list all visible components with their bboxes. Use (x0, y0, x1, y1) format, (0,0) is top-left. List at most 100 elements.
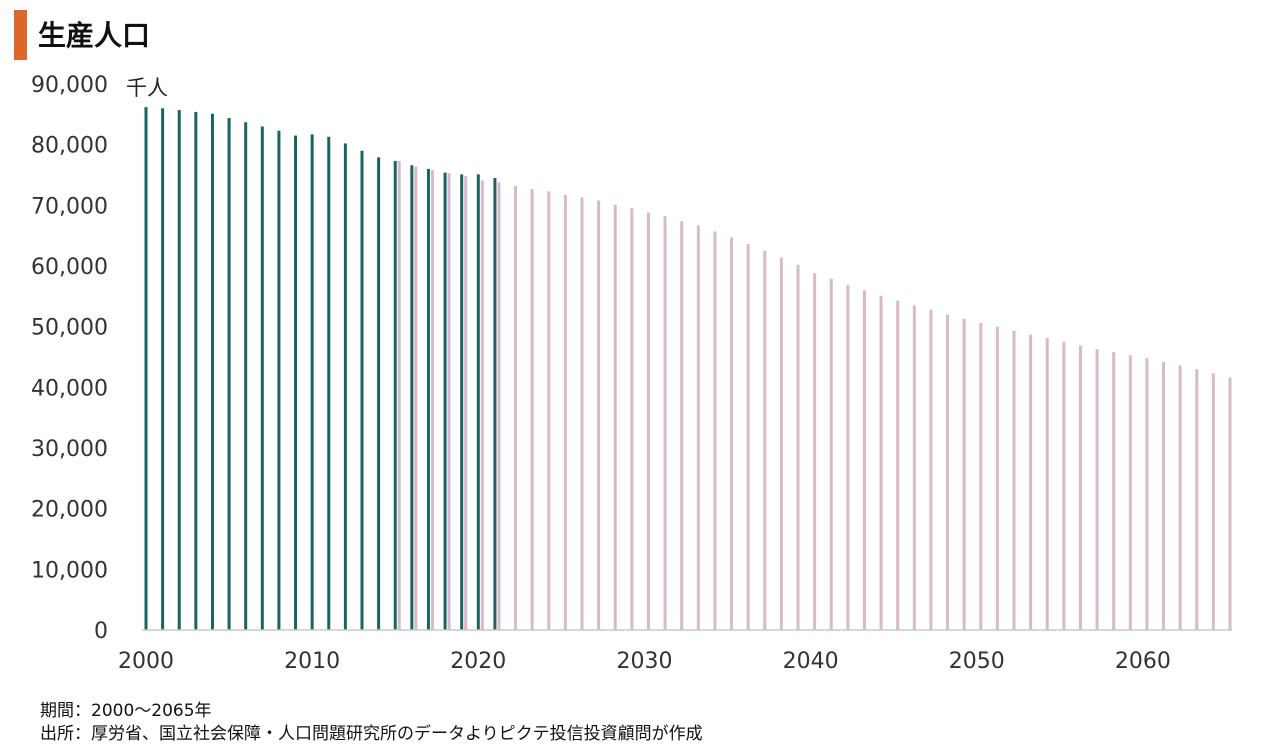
y-axis-ticks: 0 10,000 20,000 30,000 40,000 50,000 60,000 70,… (31, 73, 108, 644)
footnotes: 期間：2000～2065年 出所：厚労省、国立社会保障・人口問題研究所のデータよ… (40, 700, 703, 746)
projection-bar (514, 185, 518, 631)
actual-bar (377, 157, 381, 630)
projection-bar (995, 326, 999, 630)
projection-bar (1178, 365, 1182, 630)
y-tick-label: 60,000 (31, 255, 108, 280)
projection-bar (862, 290, 866, 630)
projection-bar (613, 204, 617, 630)
actual-bar (244, 122, 248, 630)
actual-bar (260, 126, 264, 630)
projection-bar (1128, 355, 1132, 630)
actual-bar (210, 113, 214, 630)
projection-bar (1029, 334, 1033, 630)
projection-bar (1062, 341, 1066, 630)
projection-bar (896, 300, 900, 630)
projection-bar (846, 284, 850, 630)
x-tick-label: 2050 (949, 649, 1005, 674)
actual-bar (360, 150, 364, 630)
x-tick-label: 2030 (616, 649, 672, 674)
actual-bar (161, 108, 165, 631)
y-tick-label: 70,000 (31, 194, 108, 219)
projection-bar (480, 180, 484, 630)
projection-bar (646, 212, 650, 630)
projection-bar (879, 295, 883, 630)
projection-bar (497, 182, 501, 630)
projection-bar (1112, 352, 1116, 630)
projection-bar (779, 257, 783, 630)
projection-bar (746, 244, 750, 630)
x-axis-ticks: 2000 2010 2020 2030 2040 2050 2060 (118, 649, 1171, 674)
projection-bar (829, 278, 833, 630)
projection-bar (464, 176, 468, 631)
actual-bar (393, 161, 397, 630)
x-tick-label: 2000 (118, 649, 174, 674)
projection-bar (979, 323, 983, 630)
x-tick-label: 2020 (450, 649, 506, 674)
projection-bar (713, 231, 717, 631)
title-accent-bar (14, 10, 27, 60)
actual-bar (410, 165, 414, 630)
projection-bar (1162, 361, 1166, 630)
projection-bar (730, 237, 734, 630)
actual-bar (343, 143, 347, 630)
actual-bar (294, 135, 298, 631)
y-tick-label: 40,000 (31, 376, 108, 401)
projection-bar (813, 273, 817, 630)
y-tick-label: 50,000 (31, 316, 108, 341)
projection-bar (680, 221, 684, 630)
actual-bar (426, 168, 430, 630)
y-tick-label: 0 (94, 619, 108, 644)
actual-bar (310, 134, 314, 630)
actual-bar (227, 117, 231, 631)
projection-bar (1211, 373, 1215, 630)
projection-bar (630, 208, 634, 630)
chart-title: 生産人口 (38, 19, 151, 52)
projection-bar (962, 318, 966, 630)
projection-bar (430, 170, 434, 630)
actual-bar (277, 130, 281, 631)
projection-bar (447, 173, 451, 630)
projection-bar (1145, 358, 1149, 630)
y-tick-label: 20,000 (31, 498, 108, 523)
source-note: 出所：厚労省、国立社会保障・人口問題研究所のデータよりピクテ投信投資顧問が作成 (40, 724, 703, 744)
actual-bar (144, 107, 148, 630)
projection-bar (663, 216, 667, 630)
period-note: 期間：2000～2065年 (40, 701, 212, 721)
actual-bar (177, 110, 181, 630)
actual-bar (460, 174, 464, 631)
projection-bar (1078, 345, 1082, 630)
x-tick-label: 2010 (284, 649, 340, 674)
y-unit-label: 千人 (126, 76, 168, 100)
y-tick-label: 30,000 (31, 437, 108, 462)
projection-bar (1228, 377, 1232, 630)
projection-bar (796, 264, 800, 630)
projection-bar (530, 188, 534, 630)
actual-bar (194, 111, 198, 630)
actual-bars (144, 107, 497, 631)
projection-bar (696, 225, 700, 630)
y-tick-label: 90,000 (31, 73, 108, 98)
projection-bar (1045, 338, 1049, 630)
projection-bar (414, 166, 418, 631)
x-tick-label: 2060 (1115, 649, 1171, 674)
projection-bar (912, 305, 916, 630)
projection-bar (580, 197, 584, 631)
projection-bar (597, 200, 601, 631)
projection-bars (397, 161, 1232, 631)
projection-bar (929, 309, 933, 630)
y-tick-label: 10,000 (31, 558, 108, 583)
projection-bar (563, 195, 567, 630)
projection-bar (763, 250, 767, 631)
projection-bar (946, 314, 950, 630)
bar-chart: 0 10,000 20,000 30,000 40,000 50,000 60,000 70,… (31, 73, 1232, 674)
y-tick-label: 80,000 (31, 134, 108, 159)
projection-bar (397, 161, 401, 630)
actual-bar (476, 174, 480, 631)
projection-bar (1195, 369, 1199, 630)
projection-bar (1012, 330, 1016, 630)
projection-bar (1095, 349, 1099, 630)
x-tick-label: 2040 (783, 649, 839, 674)
actual-bar (493, 178, 497, 631)
projection-bar (547, 191, 551, 630)
actual-bar (327, 136, 331, 630)
